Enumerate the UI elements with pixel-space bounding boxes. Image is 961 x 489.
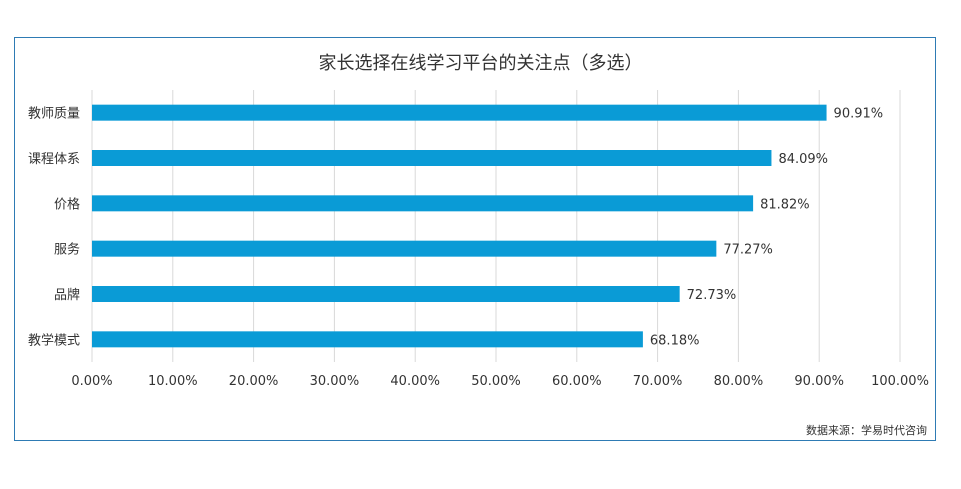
chart-frame	[14, 37, 936, 441]
data-label: 81.82%	[760, 197, 810, 212]
x-tick-label: 40.00%	[390, 374, 440, 389]
category-label: 品牌	[54, 287, 80, 303]
x-tick-label: 70.00%	[633, 374, 683, 389]
category-label: 服务	[54, 242, 80, 258]
data-label: 77.27%	[723, 243, 773, 258]
bar	[92, 286, 680, 302]
data-source: 数据来源：学易时代咨询	[806, 424, 927, 437]
x-tick-label: 10.00%	[148, 374, 198, 389]
data-label: 72.73%	[687, 288, 737, 303]
x-tick-label: 30.00%	[310, 374, 360, 389]
chart-title: 家长选择在线学习平台的关注点（多选）	[318, 53, 643, 74]
data-label: 68.18%	[650, 333, 700, 348]
bar	[92, 331, 643, 348]
x-tick-label: 90.00%	[794, 374, 844, 389]
data-label: 84.09%	[778, 152, 828, 167]
x-tick-label: 80.00%	[714, 374, 764, 389]
x-tick-label: 20.00%	[229, 374, 279, 389]
category-label: 教师质量	[28, 106, 80, 122]
data-label: 90.91%	[834, 107, 884, 122]
bar	[92, 150, 772, 166]
category-label: 教学模式	[28, 332, 80, 348]
bar	[92, 195, 754, 212]
bar	[92, 240, 717, 257]
x-tick-label: 0.00%	[71, 374, 112, 389]
bar	[92, 104, 827, 121]
x-tick-label: 50.00%	[471, 374, 521, 389]
x-tick-label: 60.00%	[552, 374, 602, 389]
category-label: 课程体系	[28, 152, 80, 167]
category-label: 价格	[54, 196, 80, 212]
x-tick-label: 100.00%	[871, 374, 929, 389]
